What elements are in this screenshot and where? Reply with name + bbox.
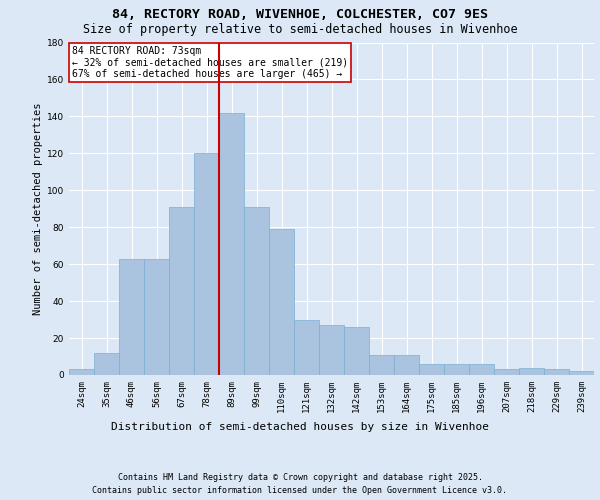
Text: 84 RECTORY ROAD: 73sqm
← 32% of semi-detached houses are smaller (219)
67% of se: 84 RECTORY ROAD: 73sqm ← 32% of semi-det…: [71, 46, 348, 79]
Bar: [544, 370, 569, 375]
Bar: [469, 364, 494, 375]
Bar: [244, 207, 269, 375]
Bar: [444, 364, 469, 375]
Bar: [144, 258, 169, 375]
Bar: [119, 258, 144, 375]
Text: Distribution of semi-detached houses by size in Wivenhoe: Distribution of semi-detached houses by …: [111, 422, 489, 432]
Bar: [69, 370, 94, 375]
Text: Contains HM Land Registry data © Crown copyright and database right 2025.: Contains HM Land Registry data © Crown c…: [118, 472, 482, 482]
Bar: [219, 112, 244, 375]
Bar: [269, 229, 294, 375]
Bar: [419, 364, 444, 375]
Bar: [294, 320, 319, 375]
Y-axis label: Number of semi-detached properties: Number of semi-detached properties: [33, 102, 43, 315]
Bar: [319, 325, 344, 375]
Bar: [394, 354, 419, 375]
Text: Contains public sector information licensed under the Open Government Licence v3: Contains public sector information licen…: [92, 486, 508, 495]
Bar: [194, 154, 219, 375]
Bar: [569, 372, 594, 375]
Bar: [344, 327, 369, 375]
Text: Size of property relative to semi-detached houses in Wivenhoe: Size of property relative to semi-detach…: [83, 22, 517, 36]
Bar: [94, 353, 119, 375]
Bar: [494, 370, 519, 375]
Text: 84, RECTORY ROAD, WIVENHOE, COLCHESTER, CO7 9ES: 84, RECTORY ROAD, WIVENHOE, COLCHESTER, …: [112, 8, 488, 20]
Bar: [369, 354, 394, 375]
Bar: [519, 368, 544, 375]
Bar: [169, 207, 194, 375]
